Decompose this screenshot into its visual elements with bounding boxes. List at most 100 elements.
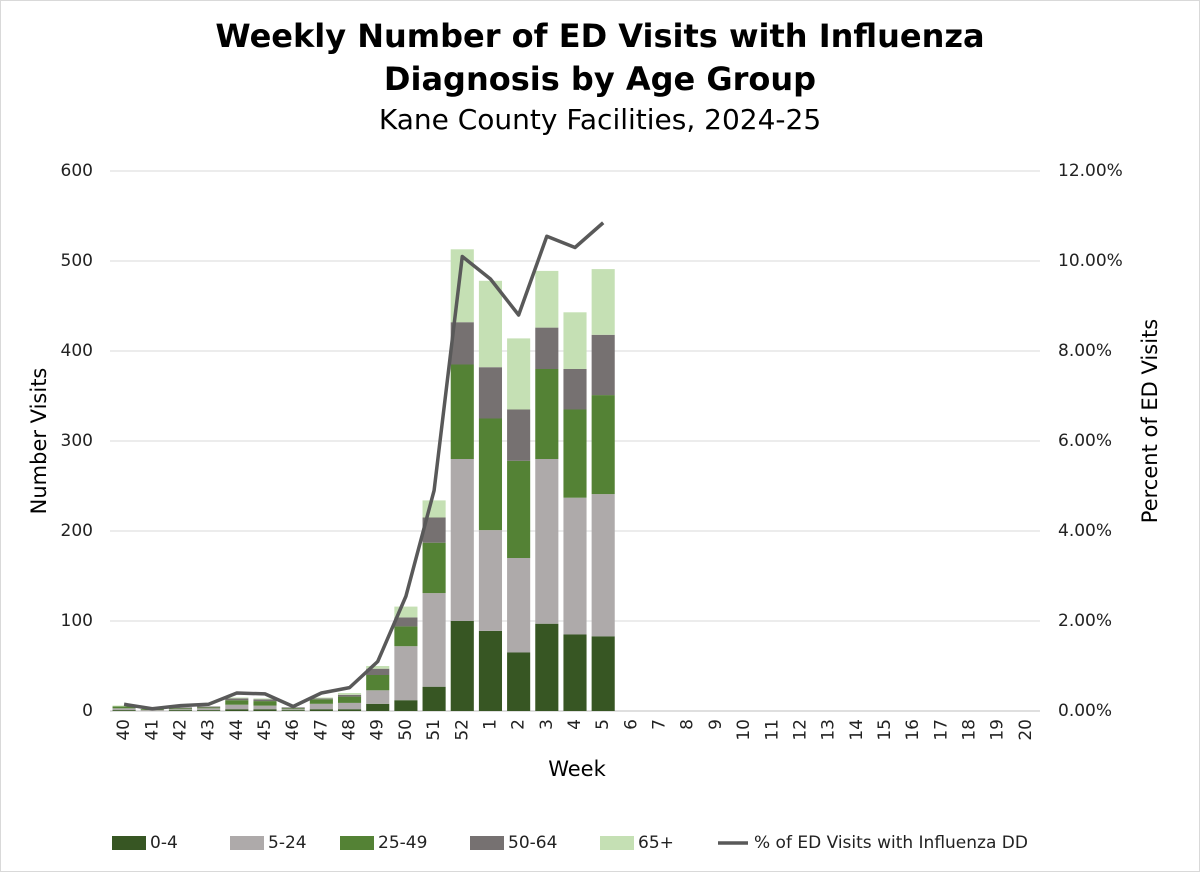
y2-tick-label: 0.00% <box>1058 701 1112 721</box>
bar-segment <box>450 621 474 711</box>
bar-segment <box>450 364 474 459</box>
x-tick-label: 48 <box>340 719 360 741</box>
bar-segment <box>591 269 615 335</box>
x-tick-label: 17 <box>931 719 951 741</box>
y2-tick-label: 4.00% <box>1058 521 1112 541</box>
bar-segment <box>197 708 221 711</box>
bar-segment <box>309 697 333 699</box>
bar-segment <box>253 705 277 710</box>
x-tick-label: 6 <box>621 719 641 730</box>
bar-segment <box>366 690 390 704</box>
x-tick-label: 18 <box>960 719 980 741</box>
bar-segment <box>563 369 587 410</box>
x-tick-label: 11 <box>762 719 782 741</box>
bar-segment <box>225 697 249 699</box>
bar-segment <box>535 369 559 459</box>
x-tick-label: 8 <box>678 719 698 730</box>
x-tick-label: 9 <box>706 719 726 730</box>
bar-segment <box>563 634 587 711</box>
bar-segment <box>337 693 362 695</box>
bar-segment <box>450 322 474 365</box>
legend-swatch <box>470 836 504 850</box>
legend-label: 5-24 <box>268 833 307 853</box>
bar-segment <box>422 686 446 711</box>
x-tick-label: 16 <box>903 719 923 741</box>
x-tick-label: 45 <box>255 719 275 741</box>
bar-segment <box>366 666 390 669</box>
bar-segment <box>535 459 559 624</box>
bar-segment <box>591 494 615 637</box>
bar-segment <box>337 694 362 697</box>
y2-tick-label: 12.00% <box>1058 161 1123 181</box>
x-tick-label: 5 <box>593 719 613 730</box>
x-tick-label: 44 <box>227 719 247 741</box>
bar-segment <box>197 706 221 708</box>
bar-segment <box>168 708 193 710</box>
legend-label: 25-49 <box>378 833 427 853</box>
x-axis-label: Week <box>548 757 606 781</box>
y2-tick-label: 2.00% <box>1058 611 1112 631</box>
y-tick-label: 200 <box>61 521 93 541</box>
bar-segment <box>450 459 474 621</box>
y2-tick-label: 10.00% <box>1058 251 1123 271</box>
y-tick-label: 400 <box>61 341 93 361</box>
bar-segment <box>225 704 249 710</box>
legend-swatch <box>230 836 264 850</box>
bar-segment <box>281 710 305 711</box>
bar-segment <box>478 530 503 631</box>
x-tick-label: 3 <box>537 719 557 730</box>
bar-segment <box>394 626 418 647</box>
bar-segment <box>168 709 193 711</box>
bar-segment <box>112 705 136 707</box>
bar-segment <box>422 593 446 687</box>
chart-subtitle: Kane County Facilities, 2024-25 <box>379 103 821 136</box>
x-tick-label: 13 <box>819 719 839 741</box>
bar-segment <box>563 409 587 498</box>
bar-segment <box>197 710 221 711</box>
bar-segment <box>591 334 615 396</box>
bar-segment <box>168 707 193 709</box>
bar-segment <box>112 710 136 711</box>
x-tick-label: 42 <box>170 719 190 741</box>
legend-label: 50-64 <box>508 833 557 853</box>
chart-title: Weekly Number of ED Visits with Influenz… <box>215 17 984 55</box>
bar-segment <box>281 709 305 711</box>
bar-segment <box>366 675 390 691</box>
legend-swatch <box>600 836 634 850</box>
bar-segment <box>478 367 503 419</box>
x-tick-label: 10 <box>734 719 754 741</box>
bar-segment <box>366 668 390 675</box>
line-series <box>123 221 605 711</box>
bar-segment <box>225 698 249 701</box>
x-tick-label: 47 <box>311 719 331 741</box>
bar-segment <box>309 709 333 711</box>
bar-segment <box>478 418 503 531</box>
bar-segment <box>478 280 503 368</box>
bar-segment <box>309 703 333 710</box>
y-axis-label: Number Visits <box>27 368 51 515</box>
bar-segment <box>591 395 615 495</box>
bar-segment <box>225 700 249 705</box>
bar-segment <box>507 652 531 711</box>
bar-segment <box>563 312 587 369</box>
x-tick-label: 20 <box>1016 719 1036 741</box>
y-tick-label: 0 <box>82 701 93 721</box>
bar-segment <box>507 460 531 558</box>
bar-segment <box>253 709 277 711</box>
x-tick-label: 51 <box>424 719 444 741</box>
bar-segment <box>225 709 249 711</box>
x-tick-label: 7 <box>650 719 670 730</box>
legend-swatch <box>340 836 374 850</box>
bar-segment <box>394 700 418 711</box>
y2-tick-label: 8.00% <box>1058 341 1112 361</box>
y2-tick-label: 6.00% <box>1058 431 1112 451</box>
y2-axis-label: Percent of ED Visits <box>1138 319 1162 523</box>
bar-segment <box>422 542 446 594</box>
bar-segment <box>394 606 418 618</box>
x-tick-label: 12 <box>790 719 810 741</box>
x-tick-label: 14 <box>847 719 867 741</box>
bar-segment <box>337 709 362 711</box>
y-tick-label: 100 <box>61 611 93 631</box>
x-tick-label: 19 <box>988 719 1008 741</box>
bar-segment <box>591 636 615 711</box>
